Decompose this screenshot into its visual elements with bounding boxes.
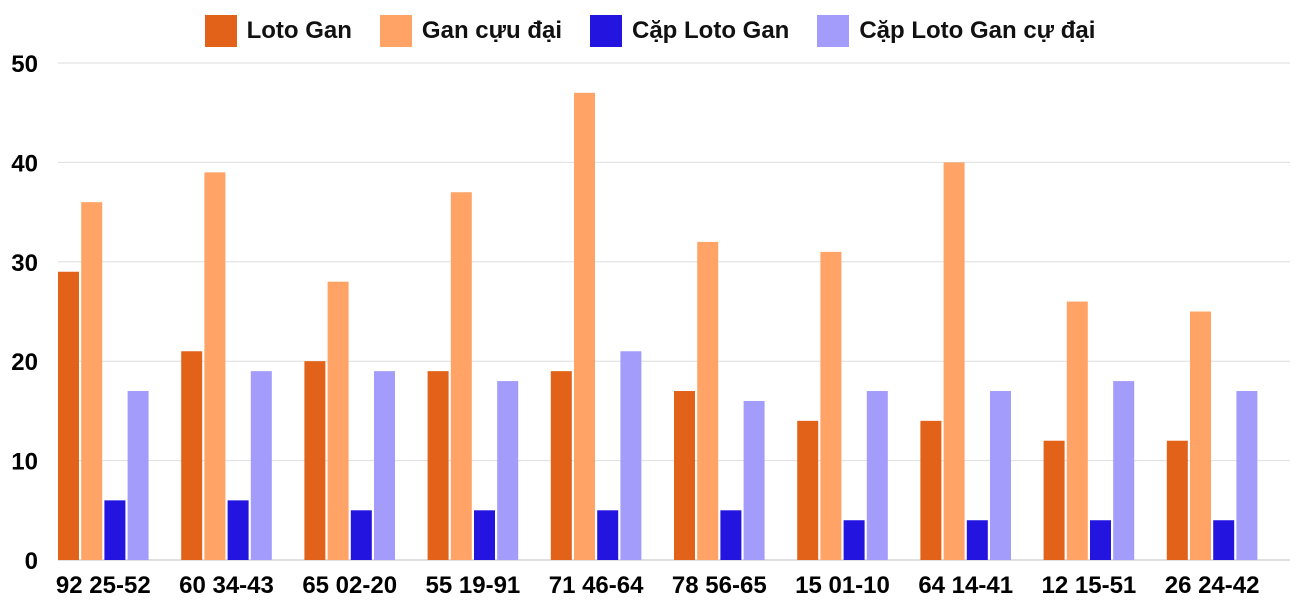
chart-legend: Loto Gan Gan cựu đại Cặp Loto Gan Cặp Lo… bbox=[0, 12, 1300, 50]
bar-2-series-4[interactable] bbox=[250, 371, 272, 560]
bar-9-series-1[interactable] bbox=[1043, 440, 1065, 560]
bar-3-series-4[interactable] bbox=[374, 371, 395, 560]
bar-7-series-4[interactable] bbox=[866, 391, 888, 560]
y-tick-label-10: 10 bbox=[11, 449, 38, 476]
x-tick-label-6: 78 56-65 bbox=[672, 572, 767, 599]
bar-8-series-3[interactable] bbox=[966, 520, 988, 560]
bar-2-series-1[interactable] bbox=[181, 351, 203, 560]
y-axis-ticks: 0 10 20 30 40 50 bbox=[11, 51, 38, 575]
legend-swatch-cap-loto-gan bbox=[590, 15, 622, 47]
x-tick-label-10: 26 24-42 bbox=[1165, 572, 1260, 599]
bar-3-series-2[interactable] bbox=[327, 281, 349, 560]
bar-10-series-3[interactable] bbox=[1213, 520, 1235, 560]
bar-6-series-1[interactable] bbox=[674, 391, 695, 560]
legend-swatch-gan-cuu-dai bbox=[379, 15, 412, 47]
legend-item-cap-loto-gan[interactable]: Cặp Loto Gan bbox=[590, 15, 789, 47]
y-tick-label-20: 20 bbox=[11, 349, 38, 376]
legend-swatch-cap-loto-gan-cu-dai bbox=[817, 15, 850, 47]
x-tick-label-2: 60 34-43 bbox=[179, 572, 274, 599]
bar-8-series-2[interactable] bbox=[943, 162, 965, 560]
bar-7-series-3[interactable] bbox=[843, 520, 865, 560]
bar-7-series-2[interactable] bbox=[820, 251, 842, 561]
bar-8-series-4[interactable] bbox=[990, 391, 1011, 560]
y-tick-label-30: 30 bbox=[11, 250, 38, 277]
bar-5-series-1[interactable] bbox=[550, 371, 572, 560]
bar-5-series-3[interactable] bbox=[597, 510, 619, 560]
legend-swatch-loto-gan bbox=[204, 15, 237, 47]
x-tick-label-8: 64 14-41 bbox=[918, 572, 1013, 599]
bar-1-series-2[interactable] bbox=[81, 202, 103, 560]
bar-6-series-3[interactable] bbox=[720, 510, 742, 560]
bar-10-series-2[interactable] bbox=[1190, 311, 1211, 561]
legend-label-cap-loto-gan-cu-dai: Cặp Loto Gan cự đại bbox=[859, 17, 1096, 44]
y-tick-label-0: 0 bbox=[25, 548, 38, 575]
bar-1-series-1[interactable] bbox=[58, 271, 79, 560]
x-tick-label-4: 55 19-91 bbox=[426, 572, 521, 599]
legend-label-cap-loto-gan: Cặp Loto Gan bbox=[632, 17, 790, 44]
bar-2-series-3[interactable] bbox=[227, 500, 249, 560]
bar-10-series-1[interactable] bbox=[1166, 440, 1188, 560]
bar-2-series-2[interactable] bbox=[204, 172, 226, 560]
y-tick-label-50: 50 bbox=[11, 51, 38, 78]
bar-5-series-2[interactable] bbox=[574, 92, 595, 560]
bar-6-series-4[interactable] bbox=[743, 400, 765, 560]
bar-7-series-1[interactable] bbox=[797, 420, 819, 560]
bar-4-series-2[interactable] bbox=[450, 192, 472, 560]
legend-label-gan-cuu-dai: Gan cựu đại bbox=[421, 17, 562, 44]
bar-9-series-3[interactable] bbox=[1090, 520, 1111, 560]
bar-10-series-4[interactable] bbox=[1236, 391, 1258, 560]
bar-6-series-2[interactable] bbox=[697, 241, 719, 561]
x-tick-label-7: 15 01-10 bbox=[795, 572, 890, 599]
legend-label-loto-gan: Loto Gan bbox=[246, 17, 352, 44]
x-axis-ticks: 92 25-52 60 34-43 65 02-20 55 19-91 71 46-64… bbox=[56, 572, 1260, 599]
bar-9-series-4[interactable] bbox=[1113, 381, 1135, 560]
bar-4-series-3[interactable] bbox=[474, 510, 495, 560]
bar-3-series-3[interactable] bbox=[350, 510, 372, 560]
bar-1-series-3[interactable] bbox=[104, 500, 126, 560]
bar-5-series-4[interactable] bbox=[620, 351, 642, 560]
bar-1-series-4[interactable] bbox=[127, 391, 149, 560]
bar-4-series-4[interactable] bbox=[497, 381, 519, 560]
legend-item-cap-loto-gan-cu-dai[interactable]: Cặp Loto Gan cự đại bbox=[817, 15, 1095, 47]
bar-4-series-1[interactable] bbox=[427, 371, 449, 560]
y-tick-label-40: 40 bbox=[11, 150, 38, 177]
x-tick-label-9: 12 15-51 bbox=[1042, 572, 1137, 599]
bars bbox=[58, 92, 1258, 561]
legend-item-gan-cuu-dai[interactable]: Gan cựu đại bbox=[379, 15, 562, 47]
x-tick-label-5: 71 46-64 bbox=[549, 572, 644, 599]
bar-3-series-1[interactable] bbox=[304, 361, 326, 560]
x-tick-label-3: 65 02-20 bbox=[302, 572, 397, 599]
legend-item-loto-gan[interactable]: Loto Gan bbox=[204, 15, 352, 47]
bar-9-series-2[interactable] bbox=[1066, 301, 1088, 560]
x-tick-label-1: 92 25-52 bbox=[56, 572, 151, 599]
bar-8-series-1[interactable] bbox=[920, 420, 942, 560]
